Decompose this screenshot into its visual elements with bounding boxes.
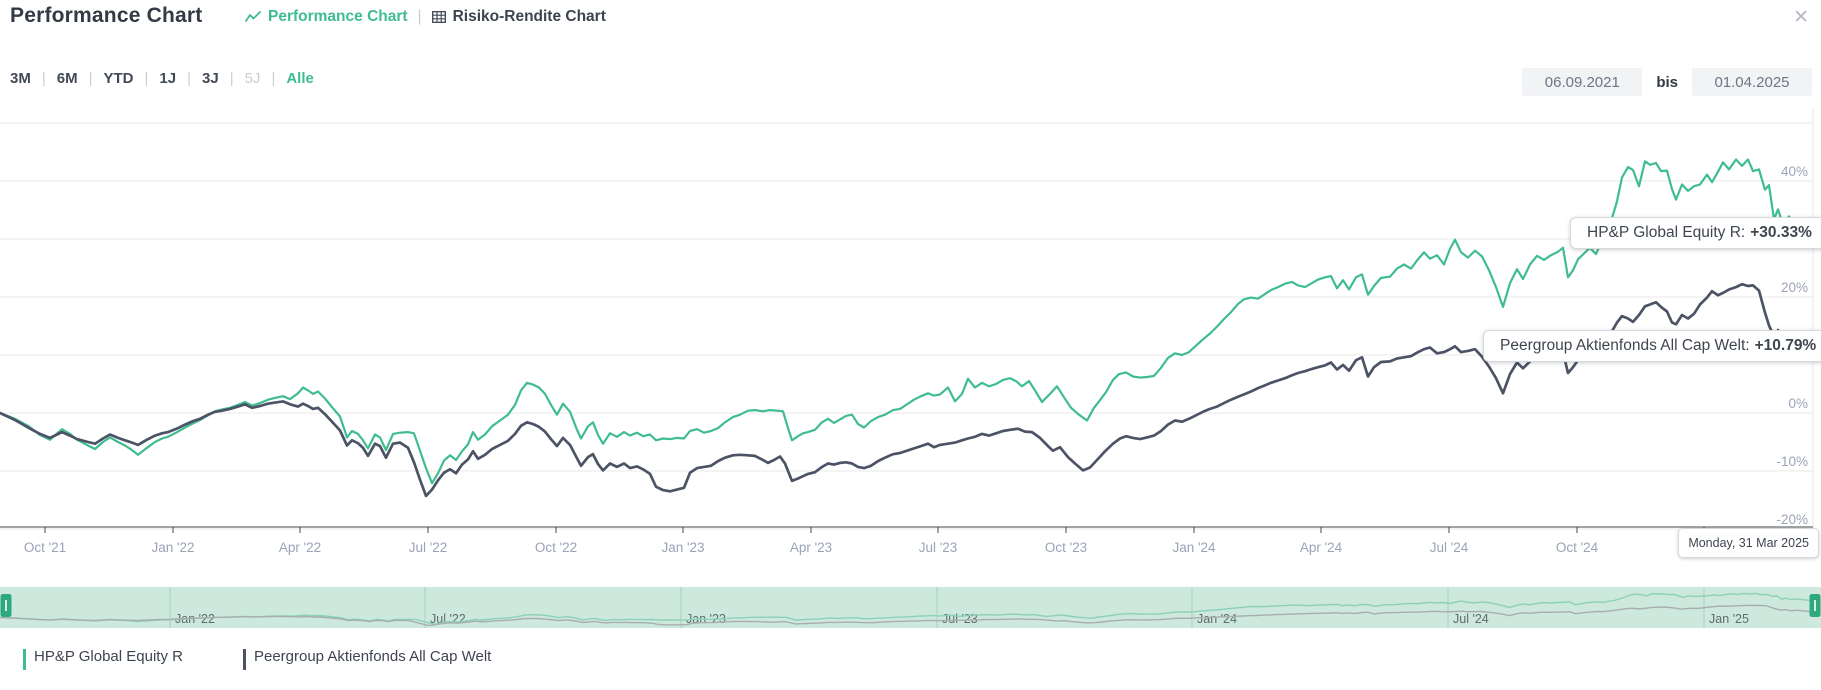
x-axis-label: Jan '23 [661, 540, 704, 555]
range-separator: | [229, 70, 234, 87]
peergroup-series-line [0, 282, 1809, 498]
range-separator: | [271, 70, 276, 87]
x-axis-label: Jan '24 [1172, 540, 1216, 555]
y-axis-label: -10% [1776, 454, 1808, 469]
range-separator: | [144, 70, 149, 87]
legend-item-hpp[interactable]: HP&P Global Equity R [23, 648, 183, 670]
range-separator: | [187, 70, 191, 87]
navigator-peergroup-line [0, 604, 1816, 627]
range-option-6m[interactable]: 6M [56, 70, 78, 87]
legend-label-hpp: HP&P Global Equity R [34, 648, 183, 665]
y-axis-label: 40% [1781, 164, 1808, 179]
close-icon[interactable]: ✕ [1793, 7, 1809, 28]
x-axis-label: Apr '22 [279, 540, 321, 555]
to-date-input[interactable]: 01.04.2025 [1692, 68, 1812, 96]
range-option-3m[interactable]: 3M [10, 70, 31, 87]
x-axis-label: Jul '22 [409, 540, 448, 555]
legend-item-peergroup[interactable]: Peergroup Aktienfonds All Cap Welt [242, 648, 492, 670]
tooltip-hpp-label: HP&P Global Equity R: [1587, 224, 1746, 241]
handle-grip [5, 600, 7, 611]
tab-risiko-rendite-chart[interactable]: Risiko-Rendite Chart [431, 8, 606, 26]
navigator-label: Jul '24 [1453, 612, 1489, 626]
tooltip-hpp: HP&P Global Equity R: +30.33% [1570, 217, 1821, 249]
range-option-1j[interactable]: 1J [159, 70, 177, 87]
x-axis-label: Jan '22 [151, 540, 194, 555]
legend-swatch-peergroup [242, 649, 246, 670]
bis-label: bis [1656, 73, 1678, 91]
y-axis-label: 20% [1781, 280, 1808, 295]
tooltip-peergroup-value: +10.79% [1754, 337, 1817, 354]
tooltip-peergroup: Peergroup Aktienfonds All Cap Welt: +10.… [1483, 330, 1821, 362]
navigator-hpp-line [0, 592, 1816, 625]
range-option-3j[interactable]: 3J [202, 70, 219, 87]
x-axis-label: Apr '24 [1300, 540, 1343, 555]
chart-type-tabs: Performance Chart | Risiko-Rendite Chart [245, 8, 606, 26]
line-chart-icon [245, 11, 261, 23]
navigator-background[interactable] [0, 587, 1821, 628]
x-axis-label: Jul '23 [919, 540, 958, 555]
legend-swatch-hpp [23, 649, 26, 670]
y-axis-label: 0% [1788, 396, 1808, 411]
date-range: 06.09.2021 bis 01.04.2025 [1522, 68, 1812, 96]
gridlines [0, 108, 1814, 530]
legend-label-peergroup: Peergroup Aktienfonds All Cap Welt [253, 648, 492, 665]
range-option-alle[interactable]: Alle [286, 70, 314, 87]
tab-label: Risiko-Rendite Chart [452, 8, 606, 25]
handle-grip [1814, 600, 1816, 611]
tab-separator: | [417, 8, 422, 25]
x-axis-label: Oct '21 [24, 540, 66, 555]
range-separator: | [88, 70, 93, 87]
range-option-5j[interactable]: 5J [244, 70, 261, 87]
tab-performance-chart[interactable]: Performance Chart [245, 8, 408, 26]
tooltip-peergroup-label: Peergroup Aktienfonds All Cap Welt: [1500, 337, 1750, 354]
from-date-input[interactable]: 06.09.2021 [1522, 68, 1643, 96]
x-axis-label: Oct '23 [1045, 540, 1087, 555]
chart-legend: HP&P Global Equity R Peergroup Aktienfon… [23, 648, 491, 670]
navigator-label: Jan '25 [1709, 612, 1749, 626]
tooltip-date: Monday, 31 Mar 2025 [1678, 528, 1819, 558]
chart-header: Performance Chart Performance Chart | Risi… [0, 0, 1821, 40]
x-axis-label: Jul '24 [1430, 540, 1469, 555]
hpp-series-line [0, 158, 1809, 485]
y-axis-label: -20% [1776, 512, 1808, 527]
x-axis: Oct '21 Jan '22 Apr '22 Jul '22 Oct '22 Jan '… [0, 526, 1813, 555]
tab-label: Performance Chart [268, 8, 408, 25]
x-axis-label: Apr '23 [790, 540, 832, 555]
grid-icon [431, 11, 446, 23]
x-axis-label: Oct '22 [535, 540, 577, 555]
navigator-label: Jan '24 [1197, 612, 1237, 626]
page-title: Performance Chart [10, 4, 203, 27]
series-lines [0, 158, 1809, 498]
range-separator: | [41, 70, 46, 87]
tooltip-hpp-value: +30.33% [1750, 224, 1812, 241]
range-option-ytd[interactable]: YTD [103, 70, 134, 87]
x-axis-label: Oct '24 [1556, 540, 1599, 555]
navigator[interactable]: Jan '22 Jul '22 Jan '23 Jul '23 Jan '24 Jul '… [0, 587, 1821, 628]
range-selector: 3M | 6M | YTD | 1J | 3J | 5J | Alle [10, 70, 314, 87]
